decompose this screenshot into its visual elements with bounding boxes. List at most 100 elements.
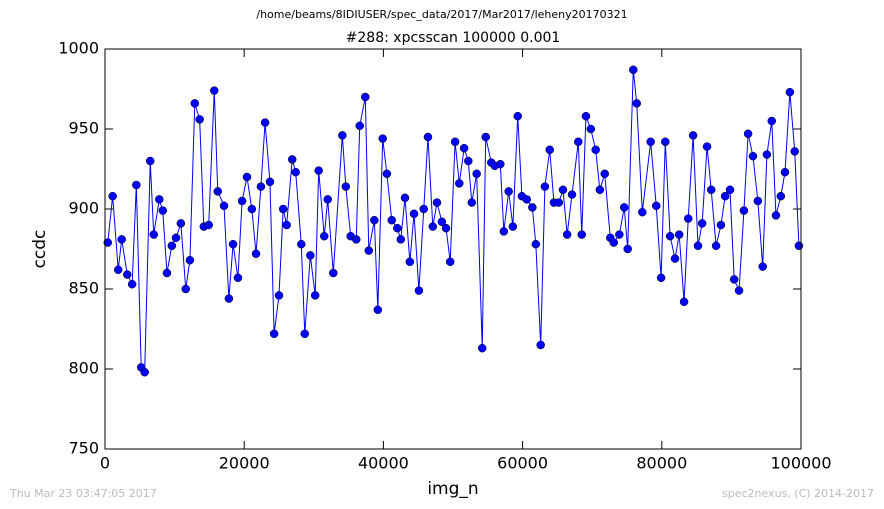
data-point bbox=[481, 132, 490, 142]
data-point bbox=[219, 201, 229, 211]
plot-frame bbox=[104, 48, 802, 450]
data-point bbox=[140, 367, 149, 377]
data-point bbox=[233, 273, 243, 283]
y-tick-label: 850 bbox=[68, 279, 99, 298]
data-point bbox=[247, 204, 257, 214]
data-point bbox=[702, 142, 712, 151]
data-point bbox=[419, 204, 429, 214]
data-point bbox=[291, 167, 300, 177]
data-point bbox=[441, 223, 451, 233]
data-point bbox=[720, 191, 730, 201]
x-tick-label: 80000 bbox=[636, 454, 687, 473]
data-point bbox=[562, 230, 572, 239]
data-point bbox=[297, 239, 306, 249]
data-point bbox=[396, 235, 406, 244]
y-tick-label: 750 bbox=[68, 439, 99, 458]
data-point bbox=[729, 275, 739, 284]
data-point bbox=[716, 220, 726, 230]
x-tick-label: 100000 bbox=[770, 454, 831, 473]
data-point bbox=[646, 137, 655, 147]
data-point bbox=[600, 169, 609, 179]
data-point bbox=[181, 284, 190, 294]
data-point bbox=[591, 145, 600, 155]
data-point bbox=[651, 201, 661, 211]
data-point bbox=[558, 185, 568, 195]
data-point bbox=[314, 166, 323, 175]
data-point bbox=[278, 204, 288, 214]
data-point bbox=[531, 239, 541, 249]
data-point bbox=[213, 187, 223, 196]
data-point bbox=[586, 124, 596, 134]
data-line bbox=[107, 69, 800, 374]
data-point bbox=[323, 195, 332, 204]
data-point bbox=[190, 99, 200, 108]
data-point bbox=[310, 291, 320, 300]
data-point bbox=[127, 279, 137, 289]
data-point bbox=[577, 230, 587, 239]
data-point bbox=[185, 255, 195, 265]
data-point bbox=[790, 147, 799, 156]
data-point bbox=[145, 156, 155, 166]
data-point bbox=[329, 268, 338, 278]
data-point bbox=[574, 137, 583, 147]
data-point bbox=[155, 195, 164, 204]
data-point bbox=[373, 305, 383, 315]
data-point bbox=[108, 191, 117, 201]
data-point bbox=[282, 220, 291, 230]
data-point bbox=[432, 198, 442, 207]
data-point bbox=[123, 270, 132, 279]
data-point bbox=[638, 207, 647, 217]
data-point bbox=[361, 92, 370, 102]
data-point bbox=[338, 131, 347, 140]
data-point bbox=[237, 196, 247, 206]
x-tick-label: 40000 bbox=[358, 454, 409, 473]
data-point bbox=[428, 222, 438, 231]
data-point bbox=[632, 99, 641, 108]
data-point bbox=[341, 182, 351, 191]
data-point bbox=[260, 118, 270, 127]
y-tick-label: 950 bbox=[68, 119, 99, 138]
data-point bbox=[522, 195, 532, 204]
data-point bbox=[464, 156, 473, 166]
data-point bbox=[743, 129, 753, 139]
data-point bbox=[352, 235, 361, 244]
data-point bbox=[771, 211, 781, 220]
x-axis-label: img_n bbox=[427, 479, 478, 499]
data-point bbox=[167, 241, 177, 251]
data-point bbox=[355, 121, 364, 131]
x-tick-label: 60000 bbox=[497, 454, 548, 473]
data-point bbox=[693, 241, 703, 251]
data-point bbox=[762, 150, 772, 159]
data-point bbox=[697, 219, 707, 228]
data-point bbox=[423, 132, 433, 142]
data-point bbox=[683, 214, 693, 223]
data-point bbox=[387, 215, 397, 225]
data-point bbox=[445, 257, 455, 267]
chart-subtitle: #288: xpcsscan 100000 0.001 bbox=[346, 30, 561, 46]
data-point bbox=[405, 257, 415, 267]
data-point bbox=[370, 215, 379, 225]
data-point bbox=[274, 291, 284, 300]
data-point bbox=[540, 182, 550, 191]
data-point bbox=[629, 65, 638, 75]
data-point bbox=[204, 220, 213, 230]
data-point bbox=[132, 180, 141, 190]
data-point bbox=[725, 185, 735, 195]
data-point bbox=[251, 249, 261, 259]
data-point bbox=[113, 265, 123, 275]
data-point bbox=[228, 239, 238, 249]
data-point bbox=[528, 203, 537, 212]
data-point bbox=[748, 151, 758, 161]
data-point bbox=[661, 137, 670, 147]
data-point bbox=[265, 177, 275, 187]
data-point bbox=[158, 206, 168, 215]
data-point bbox=[472, 169, 481, 179]
data-point bbox=[176, 219, 186, 228]
data-point bbox=[536, 340, 545, 350]
data-point bbox=[734, 286, 744, 295]
data-point bbox=[162, 268, 172, 278]
data-point bbox=[656, 273, 666, 283]
data-point bbox=[776, 191, 786, 201]
data-point bbox=[595, 185, 605, 195]
y-tick-label: 900 bbox=[68, 199, 99, 218]
